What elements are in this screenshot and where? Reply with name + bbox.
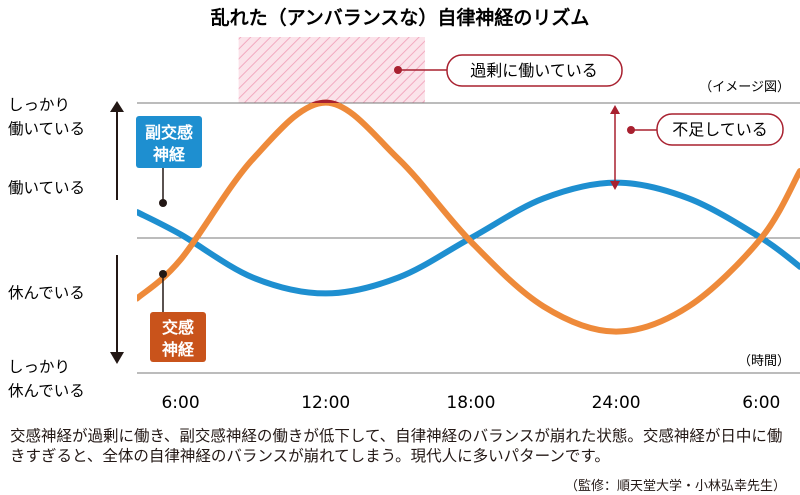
chart-title: 乱れた（アンバランスな）自律神経のリズム xyxy=(211,6,590,29)
x-tick-label: 6:00 xyxy=(161,393,199,413)
image-note: （イメージ図） xyxy=(699,80,790,95)
y-label-deep-rest: しっかり休んでいる xyxy=(8,358,85,400)
excess-band xyxy=(238,37,425,103)
sympathetic-tag xyxy=(150,312,206,362)
arrowhead-up-icon xyxy=(110,101,124,112)
deficit-label: 不足している xyxy=(672,120,768,139)
arrowhead-down-icon xyxy=(110,352,124,364)
deficit-callout xyxy=(656,113,784,146)
parasympathetic-dot xyxy=(159,199,167,207)
x-tick-label: 6:00 xyxy=(742,393,780,413)
x-tick-label: 18:00 xyxy=(446,393,495,413)
caption: 交感神経が過剰に働き、副交感神経の働きが低下して、自律神経のバランスが崩れた状態… xyxy=(10,427,783,465)
y-label-active: 働いている xyxy=(8,179,85,197)
deficit-arrowhead-up-icon xyxy=(610,105,620,114)
y-label-resting: 休んでいる xyxy=(8,284,85,302)
excess-label: 過剰に働いている xyxy=(470,61,598,80)
deficit-dot xyxy=(627,126,635,134)
excess-callout xyxy=(446,54,623,87)
x-tick-label: 12:00 xyxy=(301,393,350,413)
y-label-strong-active: しっかり働いている xyxy=(8,96,85,138)
sympathetic-series-line xyxy=(137,99,800,335)
credit: （監修：順天堂大学・小林弘幸先生） xyxy=(564,479,786,494)
sympathetic-dot xyxy=(159,270,167,278)
parasympathetic-tag-label: 副交感神経 xyxy=(145,123,193,164)
sympathetic-tag-label: 交感神経 xyxy=(162,318,195,359)
excess-dot xyxy=(394,66,402,74)
deficit-arrowhead-down-icon xyxy=(610,181,620,190)
x-tick-label: 24:00 xyxy=(592,393,641,413)
parasympathetic-tag xyxy=(136,116,202,168)
x-axis-label: （時間） xyxy=(738,354,790,369)
